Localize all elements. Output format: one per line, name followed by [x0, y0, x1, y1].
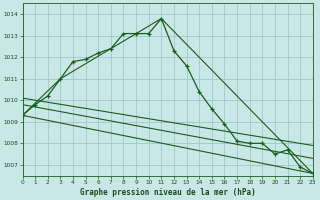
X-axis label: Graphe pression niveau de la mer (hPa): Graphe pression niveau de la mer (hPa) [80, 188, 256, 197]
